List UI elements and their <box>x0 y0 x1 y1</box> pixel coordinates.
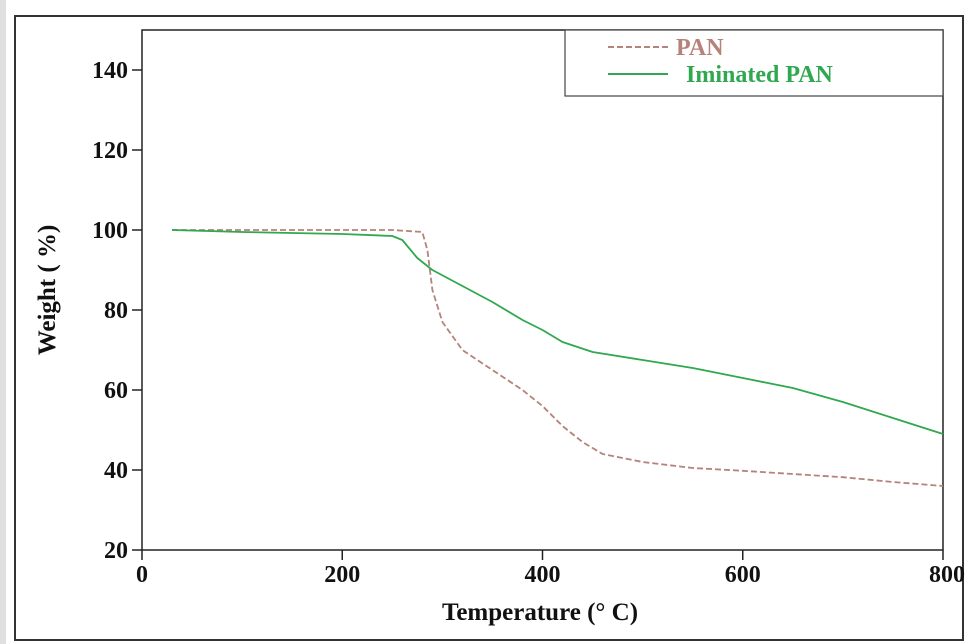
y-axis-label: Weight ( %) <box>34 225 61 356</box>
legend-label-pan: PAN <box>676 35 724 61</box>
x-tick-label: 600 <box>725 562 761 588</box>
y-tick-label: 80 <box>104 298 128 324</box>
figure-frame <box>14 15 964 641</box>
y-tick-label: 40 <box>104 458 128 484</box>
series-group <box>171 229 944 487</box>
x-tick-label: 400 <box>525 562 561 588</box>
plot-area <box>141 29 944 551</box>
axes: 20 40 60 80 100 120 140 0 200 400 600 800 <box>92 58 965 588</box>
y-tick-label: 120 <box>92 138 128 164</box>
x-axis-label: Temperature (° C) <box>442 599 638 626</box>
legend-box <box>564 29 944 97</box>
series-line-pan <box>172 229 944 487</box>
x-tick-label: 0 <box>136 562 148 588</box>
y-tick-label: 20 <box>104 538 128 564</box>
x-tick-label: 800 <box>929 562 965 588</box>
x-tick-label: 200 <box>324 562 360 588</box>
left-edge-bar <box>0 0 6 644</box>
y-tick-label: 100 <box>92 218 128 244</box>
legend-label-iminated-pan: Iminated PAN <box>686 62 834 88</box>
series-line-iminated-pan <box>171 229 944 435</box>
y-tick-label: 60 <box>104 378 128 404</box>
plot-border <box>141 29 944 551</box>
y-tick-label: 140 <box>92 58 128 84</box>
